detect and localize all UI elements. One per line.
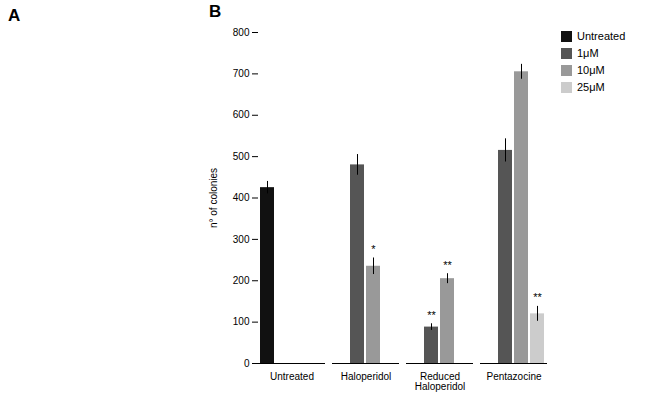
html-text:1μM: 1μM bbox=[577, 47, 599, 59]
svg-text:200: 200 bbox=[233, 275, 250, 286]
svg-text:400: 400 bbox=[233, 192, 250, 203]
svg-text:Pentazocine: Pentazocine bbox=[486, 371, 541, 382]
html-text:Untreated: Untreated bbox=[577, 30, 626, 42]
svg-text:*: * bbox=[371, 243, 376, 255]
svg-text:100: 100 bbox=[233, 316, 250, 327]
svg-text:ReducedHaloperidol: ReducedHaloperidol bbox=[415, 371, 466, 392]
html-text:A: A bbox=[8, 6, 21, 25]
html-text:25μM: 25μM bbox=[577, 81, 605, 93]
svg-text:0: 0 bbox=[244, 358, 250, 369]
svg-text:300: 300 bbox=[233, 234, 250, 245]
html-text:10μM: 10μM bbox=[577, 64, 605, 76]
svg-text:Untreated: Untreated bbox=[270, 371, 314, 382]
svg-text:600: 600 bbox=[233, 109, 250, 120]
svg-text:**: ** bbox=[427, 309, 436, 321]
svg-text:**: ** bbox=[443, 259, 452, 271]
svg-text:Haloperidol: Haloperidol bbox=[341, 371, 392, 382]
svg-text:800: 800 bbox=[233, 27, 250, 38]
svg-text:500: 500 bbox=[233, 151, 250, 162]
svg-text:**: ** bbox=[533, 291, 542, 303]
svg-text:700: 700 bbox=[233, 68, 250, 79]
svg-text:n° of colonies: n° of colonies bbox=[208, 168, 219, 228]
html-text:B: B bbox=[209, 2, 222, 21]
